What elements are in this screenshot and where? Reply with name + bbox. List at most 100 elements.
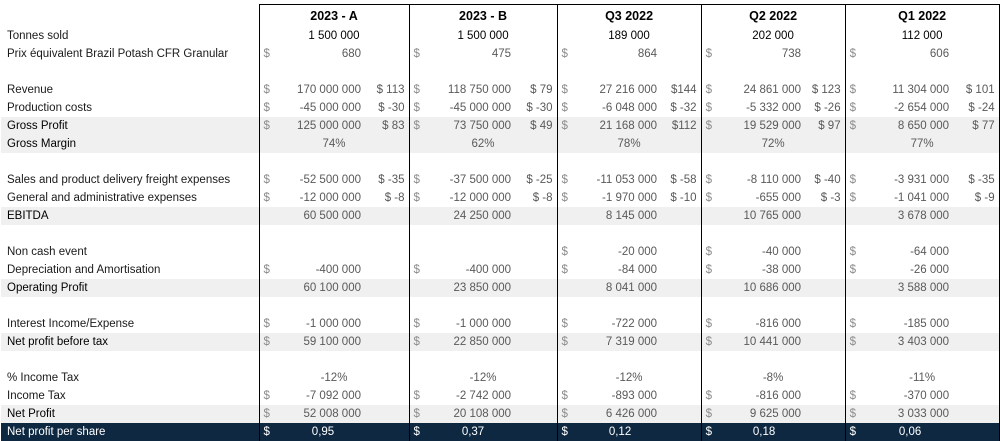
gen_admin-per-tonne: $ -9 — [953, 189, 1000, 207]
interest-value: -1 000 000 — [456, 318, 512, 330]
row-gross_margin: Gross Margin 74% 62% 78% 72% 77% — [1, 135, 1000, 153]
blank-cell — [556, 351, 580, 369]
currency-symbol: $ — [700, 315, 724, 333]
row-depreciation: Depreciation and Amortisation $ -400 000 $ -… — [1, 261, 1000, 279]
row-gen_admin: General and administrative expenses $ -12 … — [1, 189, 1000, 207]
currency-symbol: $ — [258, 171, 281, 189]
currency-symbol — [408, 279, 432, 297]
blank-cell — [700, 351, 724, 369]
net_profit-value: 9 625 000 — [723, 405, 806, 423]
blank-cell — [844, 153, 868, 171]
spacer-cell — [953, 333, 1000, 351]
spacer-cell — [661, 333, 702, 351]
spacer-cell — [661, 261, 702, 279]
net_profit-value: 6 426 000 — [579, 405, 662, 423]
production-value: -45 000 000 — [299, 102, 361, 114]
sales_freight-per-tonne: $ -25 — [515, 171, 558, 189]
spacer-cell — [661, 279, 702, 297]
production-per-tonne: $ -30 — [365, 99, 410, 117]
blank-cell — [556, 297, 580, 315]
spacer-cell — [365, 261, 410, 279]
blank-cell — [723, 351, 805, 369]
net_profit-value: 52 008 000 — [281, 405, 365, 423]
currency-symbol: $ — [700, 99, 724, 117]
row-label-non_cash: Non cash event — [7, 246, 87, 258]
row-tonnes: Tonnes sold 1 500 000 1 500 000 189 000 202 … — [1, 27, 1000, 45]
blank-cell — [431, 225, 515, 243]
spacer-cell — [515, 405, 558, 423]
depreciation-value: -38 000 — [762, 264, 802, 276]
depreciation-value: -400 000 — [315, 264, 361, 276]
currency-symbol: $ — [700, 171, 724, 189]
blank-cell — [661, 153, 702, 171]
currency-symbol: $ — [700, 405, 724, 423]
gross_profit-per-tonne: $ 49 — [515, 117, 558, 135]
spacer-cell — [661, 423, 702, 441]
npbt-value: 59 100 000 — [281, 333, 365, 351]
spacer-cell — [953, 243, 1000, 261]
currency-symbol: $ — [844, 423, 868, 441]
sales_freight-value: -37 500 000 — [449, 174, 512, 186]
non_cash-value: -20 000 — [618, 246, 658, 258]
currency-symbol — [408, 243, 432, 261]
row-npbt: Net profit before tax $59 100 000 $22 850 … — [1, 333, 1000, 351]
sales_freight-value: -3 931 000 — [894, 174, 950, 186]
spacer-cell — [661, 315, 702, 333]
spacer-cell — [515, 315, 558, 333]
blank-cell — [661, 63, 702, 81]
row-net_profit: Net Profit $52 008 000 $20 108 000 $6 426 0… — [1, 405, 1000, 423]
revenue-per-tonne: $ 113 — [365, 81, 410, 99]
gross_profit-per-tonne: $ 83 — [365, 117, 410, 135]
currency-symbol: $ — [408, 315, 432, 333]
spacer-cell — [515, 387, 558, 405]
row-label-ebitda: EBITDA — [1, 207, 259, 225]
currency-symbol: $ — [556, 189, 580, 207]
price-value: 680 — [341, 48, 361, 60]
blank-cell — [700, 297, 724, 315]
ebitda-value: 60 500 000 — [281, 207, 365, 225]
ebitda-value: 24 250 000 — [431, 207, 516, 225]
blank-cell — [365, 225, 410, 243]
spacer-cell — [953, 315, 1000, 333]
currency-symbol: $ — [700, 387, 724, 405]
currency-symbol: $ — [408, 387, 432, 405]
spacer-cell — [515, 207, 558, 225]
currency-symbol: $ — [556, 171, 580, 189]
spacer-cell — [805, 333, 846, 351]
spacer-cell — [805, 423, 846, 441]
blank-cell — [579, 351, 661, 369]
currency-symbol — [844, 207, 868, 225]
row-sales_freight: Sales and product delivery freight expen… — [1, 171, 1000, 189]
tonnes-value: 189 000 — [556, 27, 702, 45]
blank-cell — [844, 225, 868, 243]
row-production: Production costs $ -45 000 000 $ -30 $ -45 00… — [1, 99, 1000, 117]
blank-cell — [700, 63, 724, 81]
row-revenue: Revenue $170 000 000 $ 113 $118 750 000 $ 79… — [1, 81, 1000, 99]
blank-cell — [431, 351, 515, 369]
net_profit-value: 20 108 000 — [431, 405, 516, 423]
row-label-interest: Interest Income/Expense — [7, 318, 135, 330]
currency-symbol: $ — [556, 261, 580, 279]
blank-2 — [1, 153, 1000, 171]
price-value: 864 — [637, 48, 658, 60]
blank-cell — [867, 225, 953, 243]
spacer-cell — [661, 45, 702, 63]
blank-cell — [953, 153, 1000, 171]
income_tax-value: -2 742 000 — [456, 390, 512, 402]
blank-cell — [365, 351, 410, 369]
currency-symbol: $ — [844, 171, 868, 189]
currency-symbol: $ — [556, 315, 580, 333]
nps-value: 0,37 — [431, 423, 516, 441]
currency-symbol: $ — [408, 405, 432, 423]
spacer-cell — [805, 387, 846, 405]
sales_freight-value: -8 110 000 — [746, 174, 802, 186]
blank-cell — [281, 225, 365, 243]
gross_profit-per-tonne: $112 — [661, 117, 702, 135]
spacer-cell — [365, 315, 410, 333]
blank-5 — [1, 351, 1000, 369]
blank-cell — [867, 63, 953, 81]
spacer-cell — [805, 207, 846, 225]
revenue-value: 27 216 000 — [599, 84, 658, 96]
row-gross_profit: Gross Profit $125 000 000 $ 83 $73 750 000 $… — [1, 117, 1000, 135]
blank-cell — [867, 153, 953, 171]
